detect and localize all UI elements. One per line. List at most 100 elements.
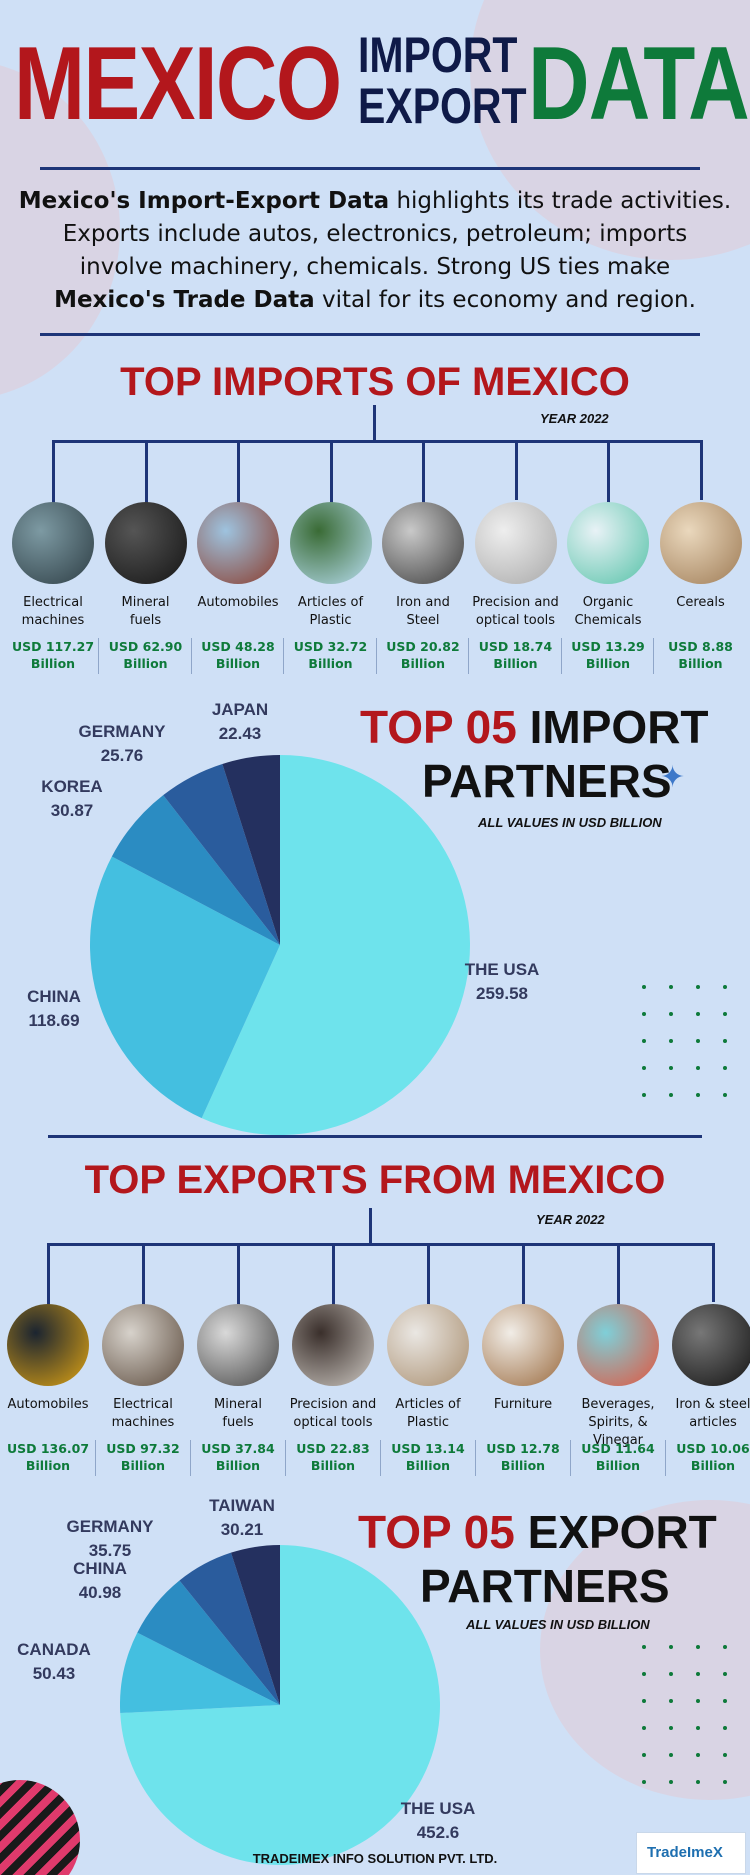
item-value-amount: USD 117.27 [11,639,95,654]
export-partners-title-dark: EXPORT [514,1506,717,1558]
tree-stem [514,440,518,500]
item-value-amount: USD 8.88 [668,639,733,654]
item-label: Automobiles [192,594,284,612]
pie-label-japan: JAPAN 22.43 [180,698,300,746]
dot [696,1672,700,1676]
pie-label-germany: GERMANY 35.75 [50,1515,170,1563]
item-value-amount: USD 37.84 [201,1441,275,1456]
item-label: Articles of Plastic [382,1396,474,1432]
item-value: USD 13.14 Billion [382,1440,474,1474]
dot [642,985,646,989]
dot [696,985,700,989]
item-label: Cereals [655,594,747,612]
item-label-line1: Electrical [113,1397,173,1412]
import-partners-title-line2: PARTNERS [422,755,672,807]
item-value-unit: Billion [400,656,446,671]
item-label-line2: fuels [129,613,162,628]
electrical-machines-icon [12,502,94,584]
item-label-line2: Plastic [309,613,352,628]
tree-stem [144,440,148,515]
item-label-line2: fuels [222,1415,254,1430]
tree-stem [47,1243,50,1308]
dot [642,1645,646,1649]
dot [642,1012,646,1016]
item-value: USD 18.74 Billion [470,638,562,672]
pie-slice-germany [179,1552,280,1705]
tree-stem [522,1243,525,1304]
item-value-unit: Billion [500,1458,546,1473]
item-value: USD 22.83 Billion [287,1440,379,1474]
dot [669,1039,673,1043]
dot [669,1645,673,1649]
import-partners-pie [90,755,470,1135]
item-value: USD 20.82 Billion [377,638,469,672]
item-value-amount: USD 20.82 [386,639,460,654]
pie-label-name: GERMANY [78,722,166,741]
item-value-amount: USD 62.90 [108,639,183,654]
intro-line-2: Exports include autos, electronics, petr… [62,221,688,247]
item-value: USD 48.28 Billion [192,638,284,672]
pie-slice-china [137,1580,280,1705]
export-partners-title: TOP 05 EXPORT PARTNERS [358,1505,717,1613]
pie-label-the-usa: THE USA 259.58 [442,958,562,1006]
intro-line-4: vital for its economy and region. [314,287,696,313]
tree-stem [142,1243,145,1313]
value-separator [379,1440,381,1476]
item-label: Organic Chemicals [562,594,654,630]
intro-bold-1: Mexico's Import-Export Data [18,188,390,214]
item-label-line1: Mineral [121,595,170,610]
import-partners-note: ALL VALUES IN USD BILLION [478,815,662,830]
value-separator [653,638,655,674]
intro-bold-2: Mexico's Trade Data [54,287,315,313]
dot [723,1645,727,1649]
item-label-line2: machines [21,613,85,628]
item-label-line1: Mineral [214,1397,262,1412]
item-value-unit: Billion [493,656,538,671]
pie-label-value: 22.43 [218,724,262,743]
pie-label-name: JAPAN [211,700,269,719]
pie-label-korea: KOREA 30.87 [12,775,132,823]
item-value-unit: Billion [25,1458,71,1473]
tree-stem [712,1243,715,1302]
mineral-fuels-icon [197,1304,279,1386]
tree-bar [52,440,703,443]
item-value-amount: USD 136.07 [6,1441,90,1456]
imports-title: TOP IMPORTS OF MEXICO [120,360,630,404]
item-label-line2: machines [111,1415,175,1430]
pie-slice-germany [163,763,280,945]
intro-paragraph: Mexico's Import-Export Data highlights i… [10,185,740,317]
plastic-icon [289,502,372,584]
dot [723,1012,727,1016]
tree-bar [47,1243,715,1246]
pie-label-name: TAIWAN [209,1496,275,1515]
item-value: USD 136.07 Billion [2,1440,94,1474]
item-label: Iron and Steel [377,594,469,630]
dot [642,1780,646,1784]
chemicals-icon [567,502,649,584]
steel-pipes-icon [672,1304,750,1386]
item-label: Mineral fuels [100,594,192,630]
item-value: USD 62.90 Billion [100,638,192,672]
value-separator [189,1440,191,1476]
dot [642,1039,646,1043]
export-partners-title-line2: PARTNERS [420,1560,670,1612]
value-separator [98,638,100,674]
item-value-amount: USD 22.83 [296,1441,370,1456]
tree-root-stem [373,405,376,440]
exports-title: TOP EXPORTS FROM MEXICO [84,1158,666,1202]
item-value: USD 37.84 Billion [192,1440,284,1474]
item-label: Precision and optical tools [470,594,562,630]
tree-stem [237,1243,240,1313]
item-value-unit: Billion [595,1458,641,1473]
pie-label-value: 259.58 [476,984,528,1003]
item-label-line1: Precision and [289,1397,377,1412]
item-value-amount: USD 48.28 [201,639,275,654]
pie-slice-the-usa [201,755,470,1135]
dot [642,1672,646,1676]
item-label-line2: Spirits, & Vinegar [588,1415,648,1448]
item-value-unit: Billion [30,656,76,671]
item-label: Automobiles [2,1396,94,1414]
value-separator [283,638,285,674]
item-value-unit: Billion [215,656,261,671]
pie-label-value: 35.75 [88,1541,132,1560]
